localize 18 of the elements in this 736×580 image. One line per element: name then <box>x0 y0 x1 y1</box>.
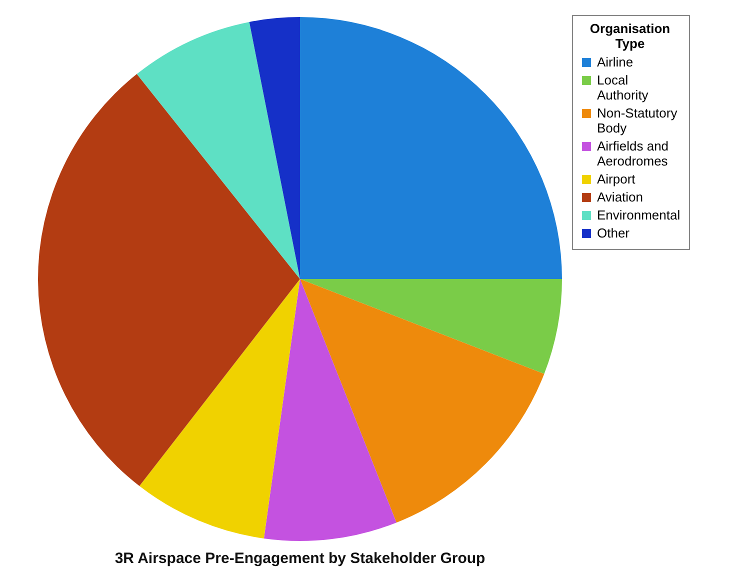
legend-title: Organisation Type <box>590 21 670 51</box>
pie-slice <box>264 279 396 541</box>
text: 3R Airspace Pre-Engagement by Stakeholder Group <box>114 550 486 567</box>
legend-label: Non-Statutory Body <box>597 106 678 136</box>
legend-label: Airfields and Aerodromes <box>597 138 669 168</box>
legend-label: Local Authority <box>597 72 649 102</box>
pie-slice <box>249 17 300 279</box>
pie-slice <box>300 279 562 374</box>
pie-slice <box>300 279 544 523</box>
legend-label: Environmental <box>597 208 680 222</box>
pie-slice <box>300 17 562 279</box>
legend-label: Airport <box>597 172 636 186</box>
pie-slice <box>136 22 300 279</box>
pie-slice <box>38 74 300 486</box>
legend-label: Other <box>597 226 630 240</box>
legend-label: Airline <box>597 54 634 70</box>
legend-label: Aviation <box>597 190 644 204</box>
pie-slice <box>139 279 300 538</box>
